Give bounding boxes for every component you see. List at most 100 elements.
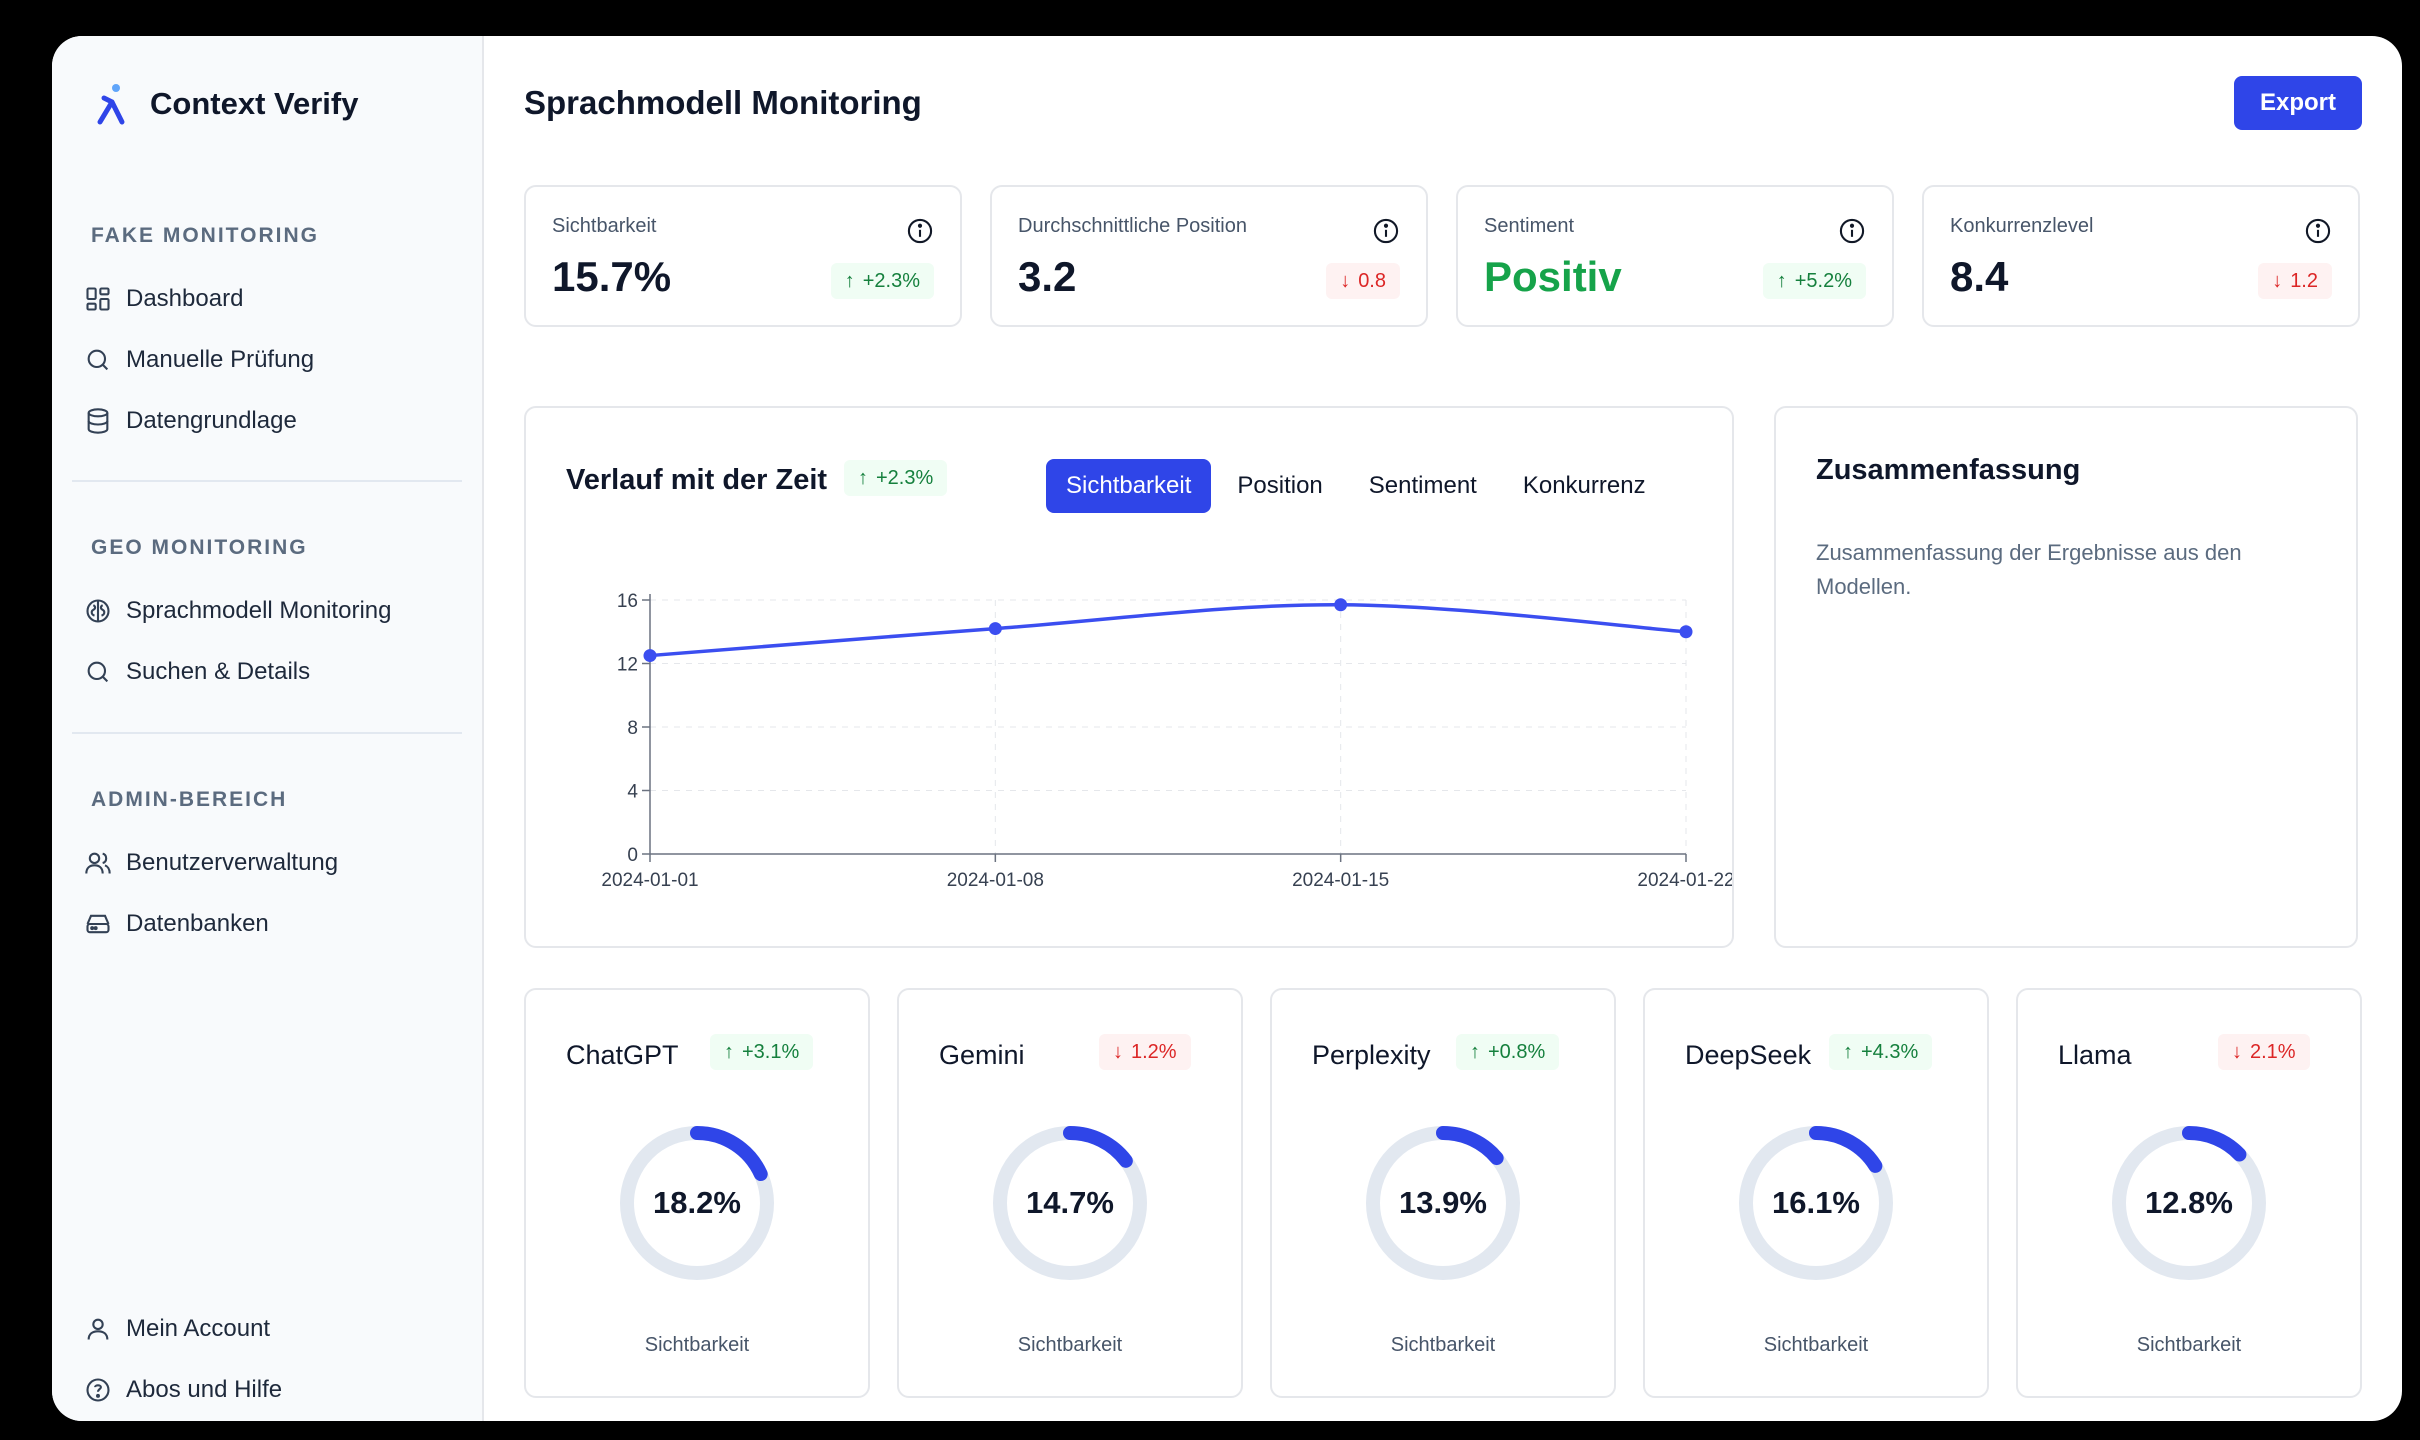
- kpi-label: Sentiment: [1484, 215, 1575, 237]
- donut-chart: [1366, 1126, 1520, 1280]
- sidebar-item-suchen-details[interactable]: Suchen & Details: [52, 641, 482, 702]
- model-card-llama[interactable]: Llama ↓ 2.1% 12.8% Sichtbarkeit: [2016, 988, 2362, 1398]
- arrow-down-icon: ↓: [2232, 1040, 2242, 1063]
- nav-group-title: FAKE MONITORING: [91, 224, 319, 247]
- y-tick-label: 8: [627, 718, 638, 739]
- kpi-change-badge: ↑ +2.3%: [830, 263, 934, 299]
- badge-text: 1.2: [2290, 269, 2318, 292]
- model-change-badge: ↑ +4.3%: [1829, 1034, 1933, 1070]
- info-icon[interactable]: [1838, 217, 1866, 245]
- tab-sentiment[interactable]: Sentiment: [1368, 472, 1477, 499]
- x-tick-label: 2024-01-01: [601, 870, 698, 891]
- sidebar-item-sprachmodell-monitoring[interactable]: Sprachmodell Monitoring: [52, 580, 482, 641]
- sidebar-item-mein-account[interactable]: Mein Account: [52, 1298, 482, 1359]
- donut-chart: [620, 1126, 774, 1280]
- y-tick-label: 4: [627, 782, 638, 803]
- x-tick-label: 2024-01-15: [1292, 870, 1389, 891]
- main-content: Sprachmodell Monitoring Export Sichtbark…: [484, 36, 2402, 1421]
- badge-text: 2.1%: [2250, 1040, 2296, 1063]
- model-metric-label: Sichtbarkeit: [644, 1334, 750, 1356]
- info-icon[interactable]: [1372, 217, 1400, 245]
- export-button[interactable]: Export: [2234, 76, 2362, 130]
- kpi-change-badge: ↓ 0.8: [1326, 263, 1400, 299]
- model-name: ChatGPT: [566, 1040, 679, 1070]
- sidebar-divider: [72, 732, 462, 734]
- sidebar-item-benutzerverwaltung[interactable]: Benutzerverwaltung: [52, 832, 482, 893]
- donut-chart: [993, 1126, 1147, 1280]
- data-point[interactable]: [1334, 598, 1348, 612]
- model-name: DeepSeek: [1685, 1040, 1812, 1070]
- model-card-chatgpt[interactable]: ChatGPT ↑ +3.1% 18.2% Sichtbarkeit: [524, 988, 870, 1398]
- sidebar-item-abos-hilfe[interactable]: Abos und Hilfe: [52, 1359, 482, 1420]
- tab-position[interactable]: Position: [1237, 472, 1323, 499]
- brand-name: Context Verify: [150, 86, 359, 121]
- model-name: Gemini: [939, 1040, 1025, 1070]
- badge-text: 0.8: [1358, 269, 1386, 292]
- sidebar-item-label: Benutzerverwaltung: [126, 848, 339, 876]
- sidebar-item-label: Manuelle Prüfung: [126, 345, 315, 373]
- model-card-perplexity[interactable]: Perplexity ↑ +0.8% 13.9% Sichtbarkeit: [1270, 988, 1616, 1398]
- model-card-deepseek[interactable]: DeepSeek ↑ +4.3% 16.1% Sichtbarkeit: [1643, 988, 1989, 1398]
- sidebar-item-manuelle-pruefung[interactable]: Manuelle Prüfung: [52, 329, 482, 390]
- sidebar-item-label: Datenbanken: [126, 909, 269, 937]
- model-name: Perplexity: [1312, 1040, 1431, 1070]
- model-value: 16.1%: [1772, 1185, 1860, 1220]
- badge-text: +2.3%: [876, 466, 934, 489]
- nav-group-title: GEO MONITORING: [91, 536, 308, 559]
- nav-group-geo-monitoring: GEO MONITORING Sprachmodell Monitoring S…: [52, 536, 482, 702]
- donut-arc: [1739, 1126, 1893, 1280]
- chart-title: Verlauf mit der Zeit: [566, 464, 828, 496]
- donut-chart: [2112, 1126, 2266, 1280]
- kpi-value: Positiv: [1484, 253, 1622, 300]
- sidebar-item-label: Sprachmodell Monitoring: [126, 596, 392, 624]
- tab-sichtbarkeit[interactable]: Sichtbarkeit: [1046, 459, 1212, 513]
- kpi-label: Sichtbarkeit: [552, 215, 657, 237]
- page-title: Sprachmodell Monitoring: [524, 84, 922, 121]
- kpi-card-sichtbarkeit: Sichtbarkeit 15.7% ↑ +2.3%: [524, 185, 962, 327]
- badge-text: +0.8%: [1488, 1040, 1546, 1063]
- kpi-card-konkurrenzlevel: Konkurrenzlevel 8.4 ↓ 1.2: [1922, 185, 2360, 327]
- data-point[interactable]: [988, 622, 1002, 636]
- model-change-badge: ↑ +3.1%: [710, 1034, 814, 1070]
- model-change-badge: ↓ 1.2%: [1099, 1034, 1191, 1070]
- sidebar-item-label: Datengrundlage: [126, 406, 297, 434]
- search-icon: [87, 661, 109, 682]
- model-metric-label: Sichtbarkeit: [2136, 1334, 2242, 1356]
- model-change-badge: ↓ 2.1%: [2218, 1034, 2310, 1070]
- kpi-card-position: Durchschnittliche Position 3.2 ↓ 0.8: [990, 185, 1428, 327]
- badge-text: +2.3%: [862, 269, 920, 292]
- tab-konkurrenz[interactable]: Konkurrenz: [1522, 472, 1646, 499]
- badge-text: 1.2%: [1131, 1040, 1177, 1063]
- model-metric-label: Sichtbarkeit: [1763, 1334, 1869, 1356]
- badge-text: +4.3%: [1861, 1040, 1919, 1063]
- info-icon[interactable]: [2304, 217, 2332, 245]
- logo-icon: [97, 84, 125, 125]
- users-icon: [85, 852, 111, 874]
- nav-group-title: ADMIN-BEREICH: [91, 788, 288, 811]
- kpi-value: 8.4: [1950, 253, 2009, 300]
- dashboard-icon: [86, 286, 110, 311]
- chart-change-badge: ↑ +2.3%: [844, 460, 948, 496]
- sidebar-item-label: Mein Account: [126, 1314, 271, 1342]
- y-tick-label: 12: [617, 655, 638, 676]
- sidebar-item-datengrundlage[interactable]: Datengrundlage: [52, 390, 482, 451]
- sidebar: Context Verify FAKE MONITORING Dashboard…: [52, 36, 484, 1421]
- data-point[interactable]: [1679, 625, 1693, 639]
- arrow-down-icon: ↓: [2272, 269, 2283, 292]
- donut-chart: [1739, 1126, 1893, 1280]
- donut-arc: [1366, 1126, 1520, 1280]
- brand[interactable]: Context Verify: [96, 82, 358, 126]
- data-point[interactable]: [643, 649, 657, 663]
- sidebar-item-dashboard[interactable]: Dashboard: [52, 268, 482, 329]
- model-value: 12.8%: [2145, 1185, 2233, 1220]
- model-card-gemini[interactable]: Gemini ↓ 1.2% 14.7% Sichtbarkeit: [897, 988, 1243, 1398]
- badge-text: +3.1%: [742, 1040, 800, 1063]
- summary-text: Zusammenfassung der Ergebnisse aus den M…: [1816, 540, 2242, 599]
- arrow-up-icon: ↑: [1470, 1040, 1480, 1063]
- arrow-up-icon: ↑: [858, 466, 868, 489]
- sidebar-item-datenbanken[interactable]: Datenbanken: [52, 893, 482, 954]
- nav-group-fake-monitoring: FAKE MONITORING Dashboard Manuelle Prüfu…: [52, 224, 482, 451]
- info-icon[interactable]: [906, 217, 934, 245]
- donut-arc: [993, 1126, 1147, 1280]
- arrow-up-icon: ↑: [844, 269, 855, 292]
